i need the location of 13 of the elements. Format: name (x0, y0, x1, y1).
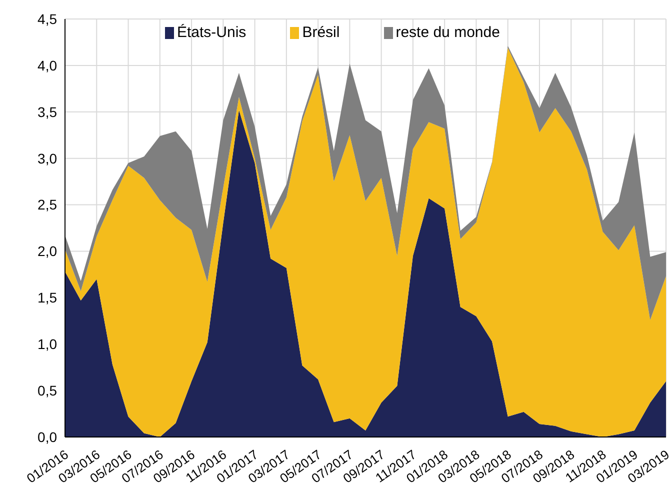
y-tick-label: 0,5 (38, 382, 58, 399)
y-tick-label: 1,0 (38, 336, 58, 352)
y-tick-label: 3,5 (38, 104, 58, 120)
legend-label: États-Unis (177, 24, 246, 41)
legend-label: Brésil (302, 24, 340, 41)
y-tick-label: 2,0 (38, 243, 58, 260)
y-tick-label: 4,5 (38, 10, 58, 27)
y-tick-label: 2,5 (38, 196, 58, 213)
y-tick-label: 3,0 (38, 150, 58, 166)
y-tick-label: 4,0 (38, 57, 58, 74)
y-tick-label: 0,0 (38, 428, 58, 445)
y-tick-label: 1,5 (38, 290, 58, 306)
legend-label: reste du monde (396, 24, 500, 41)
